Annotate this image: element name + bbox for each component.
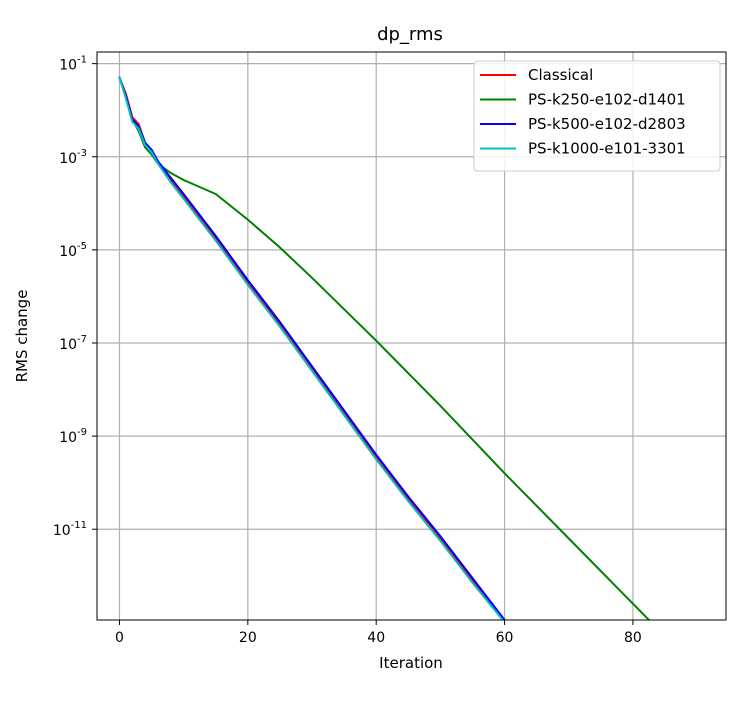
legend-label: Classical (528, 66, 593, 84)
series-line-2 (118, 76, 506, 620)
series-lines (118, 76, 651, 620)
legend-label: PS-k250-e102-d1401 (528, 91, 686, 109)
chart-title: dp_rms (377, 24, 443, 45)
y-tick-label: 10-1 (59, 55, 87, 74)
x-tick-label: 80 (624, 630, 642, 646)
x-tick-label: 60 (496, 630, 514, 646)
y-tick-base: 10 (59, 58, 77, 74)
x-tick-label: 20 (239, 630, 257, 646)
grid (97, 52, 726, 620)
plot-frame (96, 51, 727, 621)
legend: Classical PS-k250-e102-d1401 PS-k500-e102-… (473, 60, 721, 172)
y-tick-base: 10 (59, 244, 77, 260)
y-tick-exponent: -11 (71, 520, 87, 531)
y-tick-label: 10-3 (59, 148, 87, 167)
y-tick-label: 10-5 (59, 241, 87, 260)
y-axis-label: RMS change (13, 290, 31, 383)
legend-box (473, 60, 721, 172)
x-axis-label: Iteration (379, 654, 443, 672)
legend-label: PS-k1000-e101-3301 (528, 140, 686, 158)
y-tick-exponent: -7 (77, 334, 87, 345)
y-tick-base: 10 (59, 337, 77, 353)
x-tick-label: 40 (367, 630, 385, 646)
y-tick-label: 10-11 (53, 520, 87, 539)
x-tick-label: 0 (115, 630, 124, 646)
y-tick-label: 10-9 (59, 427, 87, 446)
y-tick-base: 10 (53, 523, 71, 539)
y-tick-exponent: -9 (77, 427, 87, 438)
legend-label: PS-k500-e102-d2803 (528, 115, 686, 133)
y-tick-exponent: -3 (77, 148, 87, 159)
y-tick-exponent: -1 (77, 55, 87, 66)
y-tick-base: 10 (59, 430, 77, 446)
y-tick-label: 10-7 (59, 334, 87, 353)
series-line-3 (118, 76, 505, 620)
y-tick-base: 10 (59, 151, 77, 167)
y-tick-exponent: -5 (77, 241, 87, 252)
